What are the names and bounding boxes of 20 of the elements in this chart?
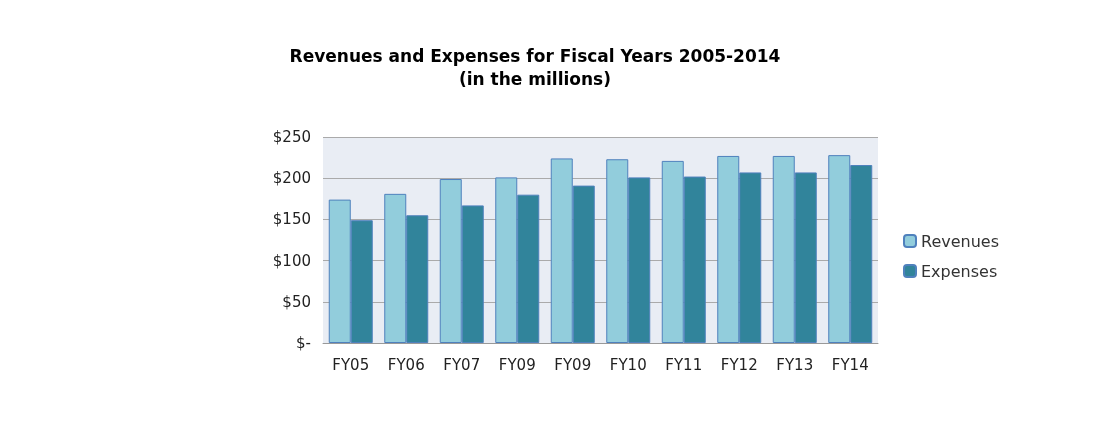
x-tick-label: FY05 xyxy=(332,355,370,374)
legend-label: Revenues xyxy=(921,231,1000,251)
y-tick-label: $- xyxy=(296,334,311,352)
y-tick-label: $50 xyxy=(282,292,311,311)
y-tick-label: $200 xyxy=(272,169,311,188)
chart-title: Revenues and Expenses for Fiscal Years 2005-2014 xyxy=(289,45,781,66)
y-tick-label: $100 xyxy=(272,251,311,270)
x-tick-label: FY09 xyxy=(498,355,536,374)
x-tick-label: FY12 xyxy=(720,355,758,374)
legend-label: Expenses xyxy=(921,261,998,281)
x-tick-label: FY13 xyxy=(776,355,814,374)
x-tick-label: FY14 xyxy=(831,355,869,374)
y-tick-label: $250 xyxy=(272,128,311,146)
x-tick-label: FY09 xyxy=(554,355,592,374)
y-tick-label: $150 xyxy=(272,210,311,229)
x-tick-label: FY06 xyxy=(387,355,425,374)
x-tick-label: FY11 xyxy=(665,355,703,374)
x-tick-label: FY07 xyxy=(443,355,481,374)
chart-subtitle: (in the millions) xyxy=(459,68,611,89)
x-tick-label: FY10 xyxy=(609,355,647,374)
